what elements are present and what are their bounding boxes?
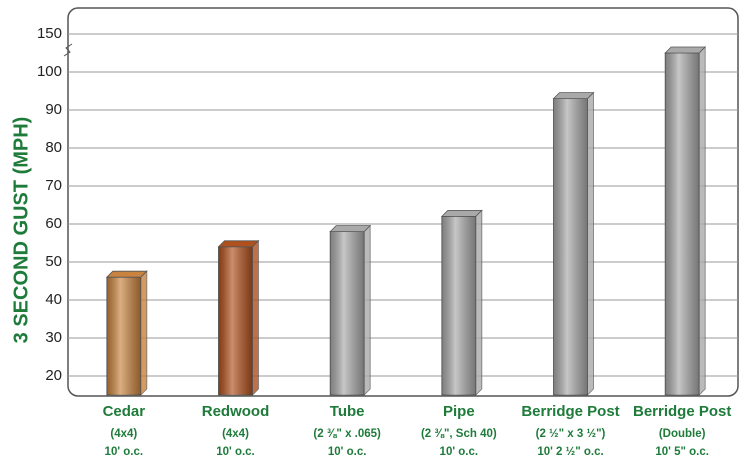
bar-shine (218, 246, 253, 395)
x-tick-detail: 10' o.c. (440, 446, 479, 458)
x-tick-label: Cedar (103, 403, 146, 420)
y-tick-label: 80 (45, 139, 62, 156)
y-tick-label: 40 (45, 291, 62, 308)
bar-top (105, 270, 148, 278)
bar-top (664, 46, 707, 54)
axis-break (63, 43, 73, 57)
y-tick-label: 90 (45, 101, 62, 118)
bar-top (440, 210, 483, 217)
bar-shine (106, 277, 141, 395)
x-tick-detail: 10' 2 ½" o.c. (537, 446, 603, 458)
x-tick-detail: (2 ⅜", Sch 40) (421, 428, 497, 440)
x-tick-detail: (2 ⅜" x .065) (313, 428, 381, 440)
x-tick-detail: (4x4) (222, 428, 249, 440)
bar-side (475, 209, 483, 396)
x-tick-label: Pipe (443, 403, 475, 420)
bar-top (217, 240, 260, 248)
bar-top (329, 225, 372, 232)
y-tick-label: 60 (45, 215, 62, 232)
y-tick-label: 20 (45, 367, 62, 384)
bar-shine (330, 231, 365, 395)
y-axis-label: 3 SECOND GUST (MPH) (10, 117, 32, 344)
x-tick-detail: (4x4) (110, 428, 137, 440)
bar-shine (665, 53, 700, 395)
x-tick-label: Berridge Post (633, 403, 731, 420)
y-tick-label: 70 (45, 177, 62, 194)
y-tick-label: 100 (37, 63, 62, 80)
bar-side (698, 46, 706, 396)
x-tick-detail: (Double) (659, 428, 706, 440)
y-tick-label: 30 (45, 329, 62, 346)
x-tick-detail: 10' o.c. (328, 446, 367, 458)
y-tick-label: 150 (37, 25, 62, 42)
x-tick-detail: 10' o.c. (216, 446, 255, 458)
bar-shine (441, 216, 476, 395)
x-tick-detail: 10' 5" o.c. (655, 446, 709, 458)
bar-shine (553, 98, 588, 395)
x-tick-label: Berridge Post (521, 403, 619, 420)
x-tick-label: Redwood (202, 403, 270, 420)
bar-side (363, 224, 371, 396)
x-tick-detail: 10' o.c. (105, 446, 144, 458)
bar-side (140, 270, 148, 396)
bar-side (587, 91, 594, 396)
x-tick-label: Tube (330, 403, 365, 420)
x-tick-detail: (2 ½" x 3 ½") (536, 428, 606, 440)
bar-side (252, 239, 259, 396)
y-tick-label: 50 (45, 253, 62, 270)
bar-top (552, 92, 595, 99)
